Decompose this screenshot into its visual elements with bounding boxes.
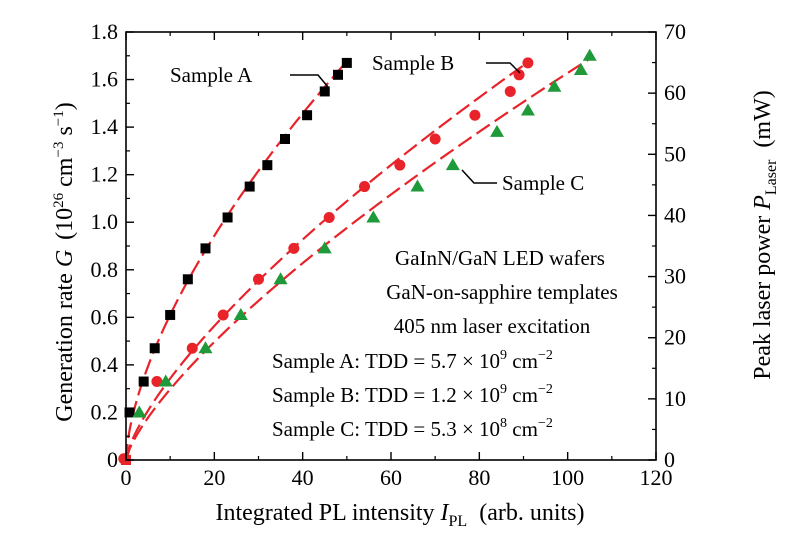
marker-triangle bbox=[233, 307, 248, 320]
marker-square bbox=[319, 86, 330, 97]
axes: 0 20 40 60 80 100 12000.20.40.60.81.01.21.41.6… bbox=[91, 19, 687, 490]
tdd-line-a: Sample A: TDD = 5.7 × 109 cm−2 bbox=[272, 348, 553, 373]
y-right-tick-label: 20 bbox=[664, 325, 686, 350]
annotation-line-3: 405 nm laser excitation bbox=[394, 314, 591, 338]
marker-square bbox=[222, 212, 233, 223]
y-left-tick-label: 0.6 bbox=[91, 304, 119, 329]
sample-c-leader bbox=[461, 169, 497, 184]
y-left-tick-label: 1.4 bbox=[91, 114, 119, 139]
x-tick-label: 40 bbox=[292, 465, 314, 490]
y-left-tick-label: 1.2 bbox=[91, 162, 119, 187]
marker-triangle bbox=[490, 124, 504, 137]
marker-circle bbox=[359, 181, 370, 193]
y-left-tick-label: 0.4 bbox=[91, 352, 119, 377]
y-left-tick-label: 0 bbox=[107, 447, 118, 472]
y-right-tick-label: 40 bbox=[664, 202, 686, 227]
marker-triangle bbox=[198, 341, 213, 354]
y-axis-right-label: Peak laser power PLaser(mW) bbox=[750, 90, 780, 379]
x-tick-label: 100 bbox=[551, 465, 584, 490]
marker-square bbox=[302, 110, 313, 121]
y-axis-left-label: Generation rate G(1026 cm−3 s−1) bbox=[51, 102, 78, 422]
tdd-line-b: Sample B: TDD = 1.2 × 109 cm−2 bbox=[272, 382, 553, 407]
x-tick-label: 80 bbox=[468, 465, 490, 490]
x-tick-label: 20 bbox=[203, 465, 225, 490]
marker-triangle bbox=[273, 272, 288, 285]
y-right-tick-label: 70 bbox=[664, 19, 686, 44]
annotation-line-2: GaN-on-sapphire templates bbox=[386, 280, 618, 304]
y-right-tick-label: 50 bbox=[664, 141, 686, 166]
sample-a-label: Sample A bbox=[170, 63, 253, 87]
marker-circle bbox=[217, 309, 229, 321]
marker-circle bbox=[513, 69, 525, 81]
sample-b-leader bbox=[486, 62, 521, 74]
marker-triangle bbox=[573, 63, 588, 76]
marker-square bbox=[165, 309, 176, 320]
marker-circle bbox=[323, 211, 335, 223]
marker-square bbox=[149, 343, 160, 354]
marker-circle bbox=[504, 85, 516, 97]
marker-triangle bbox=[410, 179, 425, 192]
x-tick-label: 0 bbox=[121, 465, 132, 490]
marker-circle bbox=[469, 109, 481, 121]
marker-circle bbox=[151, 376, 163, 388]
y-left-tick-label: 1.6 bbox=[91, 67, 119, 92]
annotation-line-1: GaInN/GaN LED wafers bbox=[395, 246, 605, 270]
marker-triangle bbox=[520, 103, 535, 116]
y-left-tick-label: 1.0 bbox=[91, 209, 119, 234]
marker-circle bbox=[253, 273, 264, 285]
y-right-tick-label: 60 bbox=[664, 80, 686, 105]
marker-square bbox=[262, 160, 273, 171]
fit-curve-1 bbox=[124, 60, 348, 461]
marker-circle bbox=[394, 159, 406, 171]
x-axis-label: Integrated PL intensity IPL (arb. units) bbox=[215, 500, 584, 530]
marker-square bbox=[333, 69, 343, 80]
marker-circle bbox=[429, 133, 441, 145]
marker-circle bbox=[288, 242, 300, 254]
marker-square bbox=[138, 376, 149, 387]
marker-square bbox=[280, 134, 290, 144]
marker-circle bbox=[186, 342, 198, 354]
sample-b-label: Sample B bbox=[372, 51, 454, 75]
y-right-tick-label: 30 bbox=[664, 264, 686, 289]
marker-triangle bbox=[582, 48, 597, 61]
marker-triangle bbox=[366, 210, 381, 223]
marker-triangle bbox=[445, 158, 460, 171]
y-left-tick-label: 0.8 bbox=[91, 257, 119, 282]
tdd-line-c: Sample C: TDD = 5.3 × 108 cm−2 bbox=[272, 416, 553, 441]
y-right-tick-label: 10 bbox=[664, 386, 686, 411]
marker-square bbox=[182, 274, 193, 285]
marker-triangle bbox=[132, 405, 147, 418]
data-markers bbox=[118, 48, 597, 465]
marker-square bbox=[200, 243, 211, 254]
marker-triangle bbox=[547, 79, 562, 92]
marker-circle bbox=[522, 57, 534, 69]
marker-square bbox=[244, 181, 255, 192]
y-left-tick-label: 1.8 bbox=[91, 19, 119, 44]
marker-triangle bbox=[317, 241, 332, 254]
sample-a-leader bbox=[290, 74, 329, 88]
sample-c-label: Sample C bbox=[502, 171, 584, 195]
y-right-tick-label: 0 bbox=[664, 447, 675, 472]
x-tick-label: 60 bbox=[380, 465, 402, 490]
marker-triangle bbox=[158, 374, 173, 387]
y-left-tick-label: 0.2 bbox=[91, 399, 119, 424]
x-tick-label: 120 bbox=[640, 465, 673, 490]
marker-square bbox=[341, 57, 352, 68]
